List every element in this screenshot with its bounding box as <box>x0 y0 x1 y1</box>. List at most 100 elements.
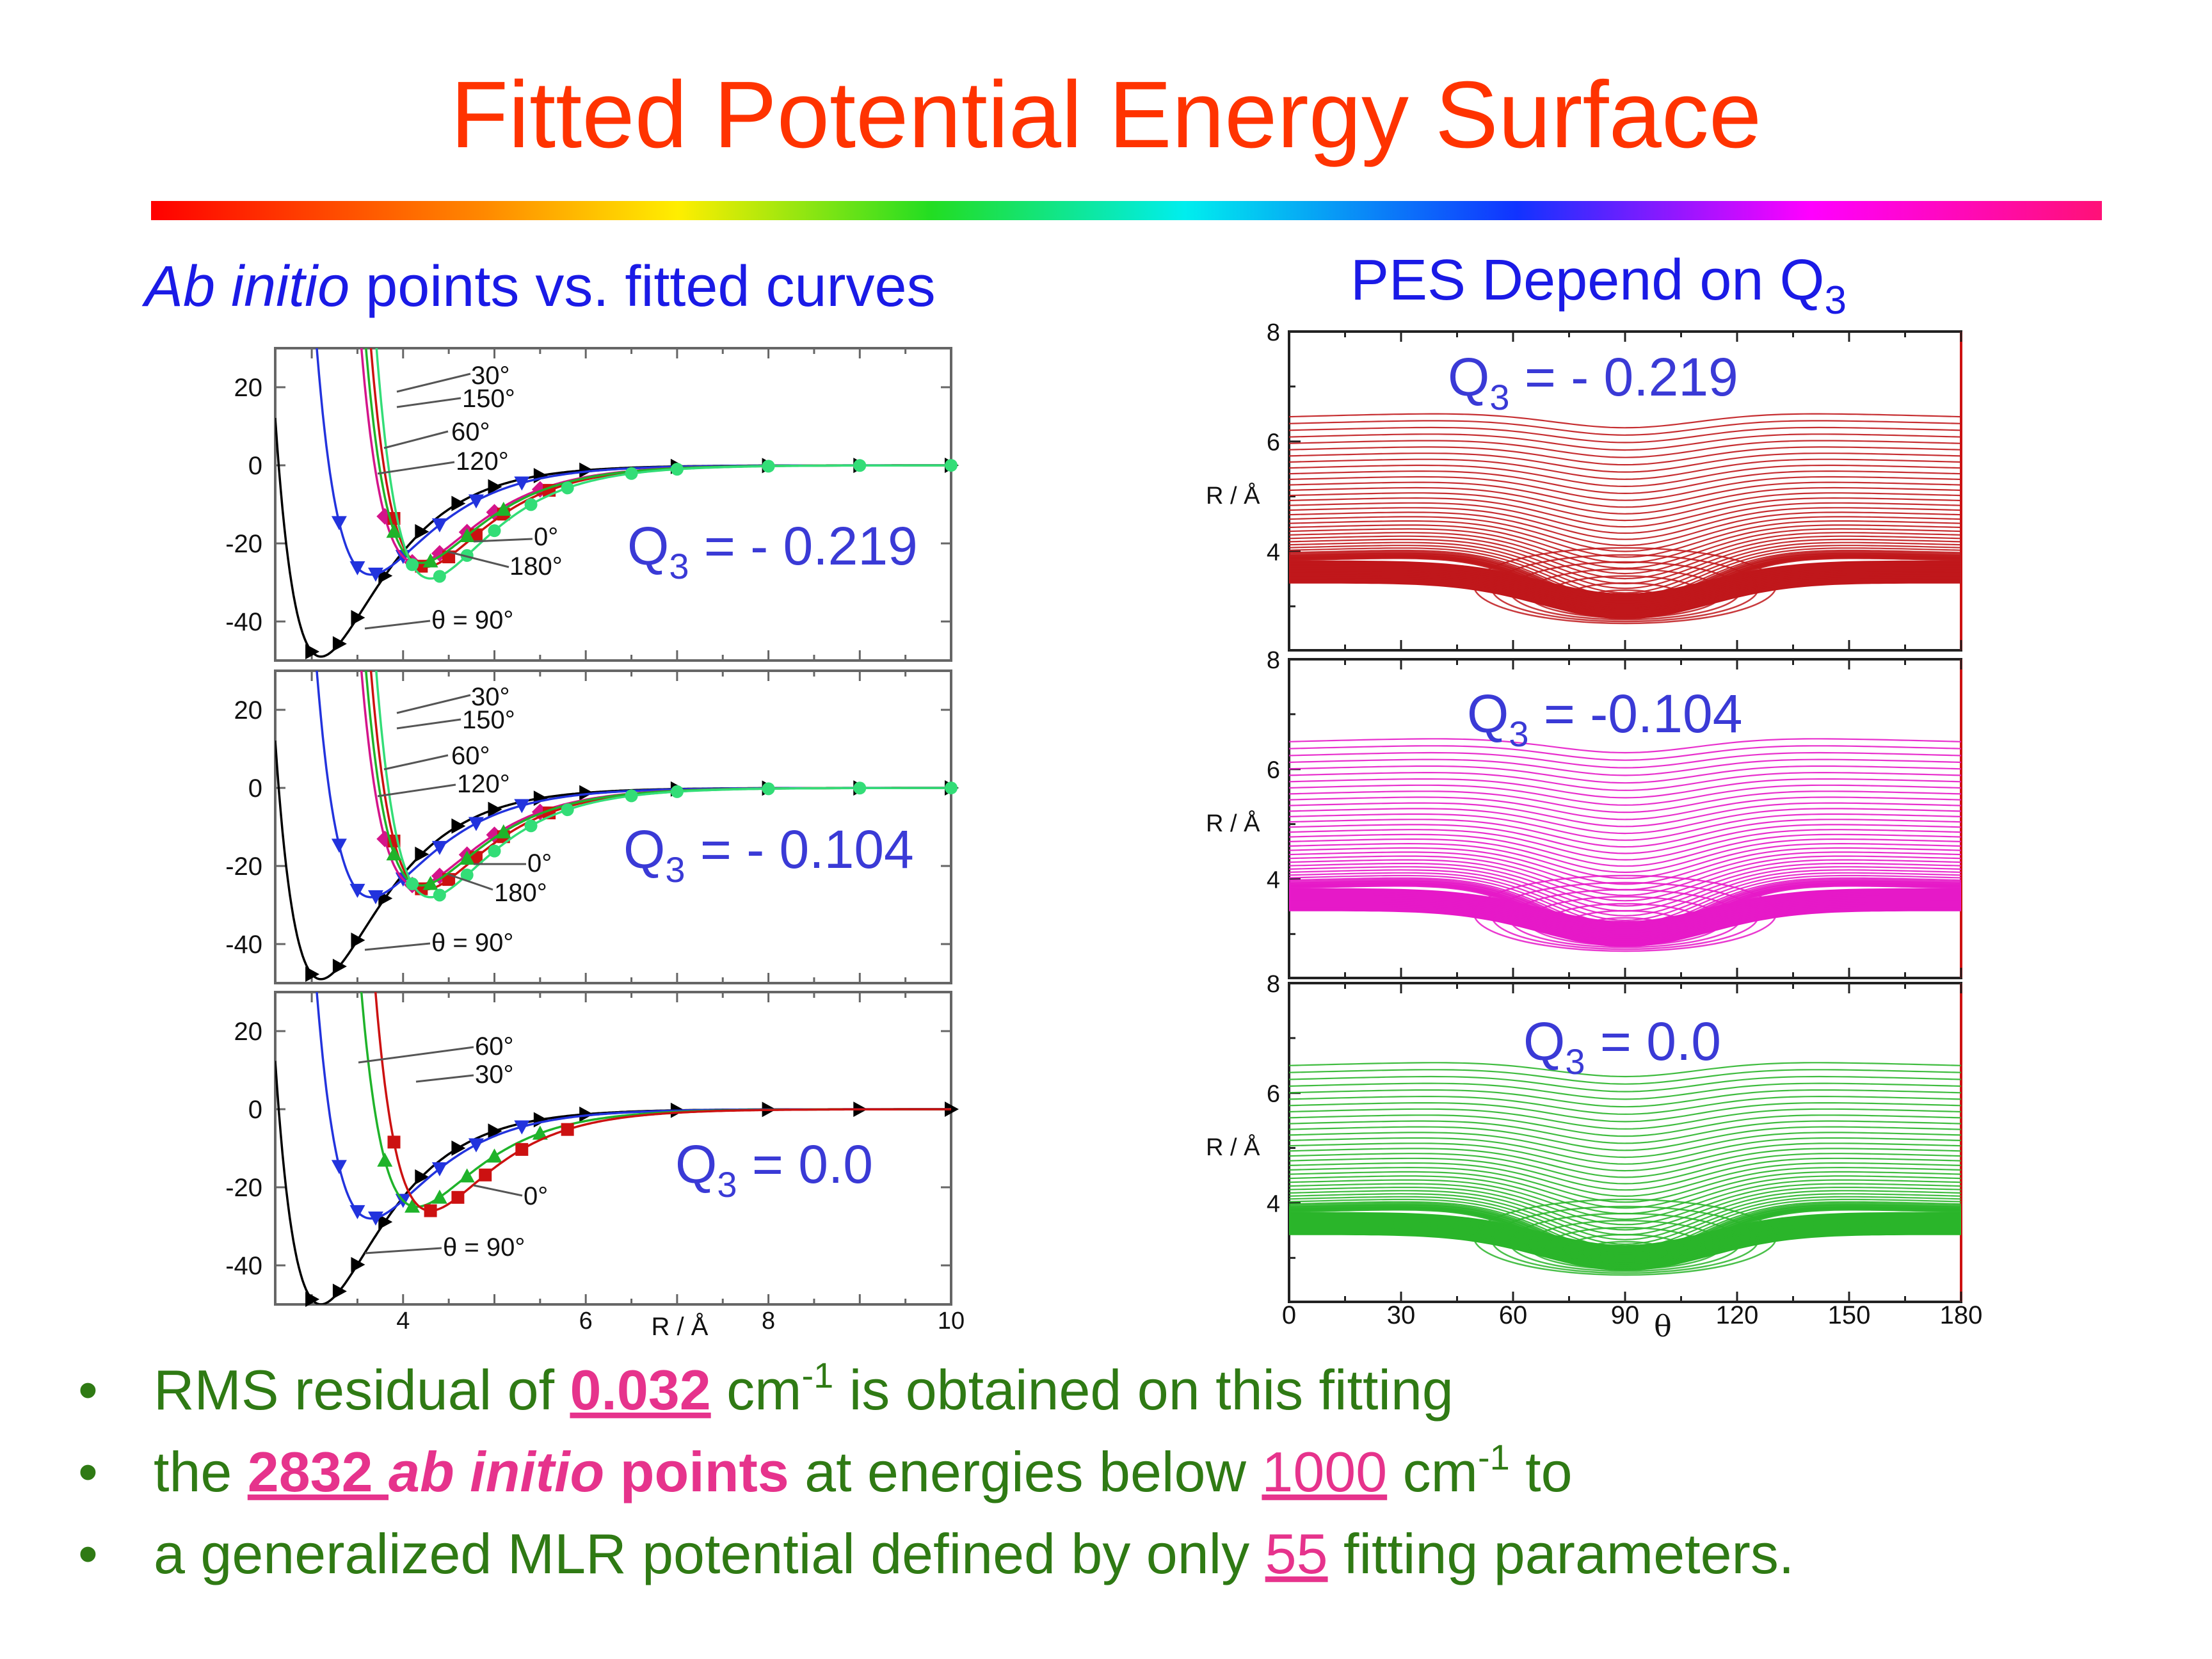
contour-line <box>1289 541 1961 589</box>
contour-line <box>1289 1120 1961 1144</box>
bullet-dot: • <box>78 1522 98 1585</box>
data-point <box>349 1205 365 1219</box>
well-contour <box>1509 1212 1742 1272</box>
contour-line <box>1289 520 1961 558</box>
data-point <box>422 876 438 890</box>
y-tick-label: 8 <box>1267 971 1280 998</box>
data-point <box>405 1198 421 1213</box>
contour-line <box>1289 1102 1961 1123</box>
data-point <box>451 818 466 834</box>
theta-tick-label: 0 <box>1282 1301 1296 1329</box>
contour-axes: 0 30 60 90 120 150 180 θ <box>1282 1301 1983 1343</box>
ann-120: 120° <box>457 770 510 798</box>
contour-line <box>1289 751 1961 769</box>
bullet-fragment: cm <box>711 1358 802 1422</box>
q3-label: Q3 = 0.0 <box>1523 1011 1721 1082</box>
bullet-dot: • <box>78 1440 98 1503</box>
q3-label-sub: 3 <box>669 546 689 586</box>
data-point <box>386 524 402 538</box>
plot-frame <box>274 991 952 1306</box>
contour-line <box>1289 1153 1961 1185</box>
contour-line <box>1289 1162 1961 1198</box>
bullet-fragment: -1 <box>1478 1437 1510 1477</box>
bullet-fragment: is obtained on this fitting <box>833 1358 1454 1422</box>
q3-label-value: = - 0.219 <box>689 516 918 576</box>
contour-line <box>1289 502 1961 534</box>
bullet-fragment: 2832 <box>248 1440 389 1503</box>
contour-line <box>1289 859 1961 902</box>
ann-90: θ = 90° <box>431 929 513 957</box>
q3-label-q: Q <box>627 516 669 576</box>
data-point <box>762 782 775 796</box>
data-point <box>433 570 446 583</box>
data-point <box>945 459 958 472</box>
bullet-fragment: at energies below <box>789 1440 1262 1503</box>
ann-0: 0° <box>534 523 558 551</box>
contour-line <box>1289 486 1961 515</box>
bullet-fragment: a generalized MLR potential defined by o… <box>154 1522 1265 1585</box>
contour-line <box>1289 765 1961 784</box>
contour-line <box>1289 1069 1961 1085</box>
data-point <box>561 481 574 495</box>
contour-line <box>1289 497 1961 528</box>
contour-line <box>1289 433 1961 451</box>
bullet-item: • the 2832 ab initio points at energies … <box>78 1437 1573 1503</box>
q3-label-sub: 3 <box>717 1164 737 1205</box>
data-point <box>431 1189 447 1204</box>
data-point <box>579 785 594 801</box>
data-point <box>670 463 684 476</box>
ann-60: 60° <box>475 1032 514 1061</box>
y-tick-label: 6 <box>1267 429 1280 456</box>
data-point <box>431 840 447 855</box>
contour-line <box>1289 1148 1961 1178</box>
q3-label-q: Q <box>675 1134 717 1194</box>
contour-line <box>1289 446 1961 466</box>
y-tick-label: 20 <box>234 374 263 402</box>
bullet-item: • a generalized MLR potential defined by… <box>78 1522 1794 1585</box>
data-point <box>305 966 320 982</box>
data-point <box>468 494 484 509</box>
bullet-fragment: fitting parameters. <box>1328 1522 1795 1585</box>
contour-line <box>1289 464 1961 488</box>
data-point <box>415 524 429 540</box>
contour-line <box>1289 1132 1961 1158</box>
data-point <box>488 524 501 538</box>
contour-line <box>1289 847 1961 885</box>
y-tick-label: -20 <box>225 853 262 881</box>
contour-line <box>1289 413 1961 429</box>
contour-line <box>1289 872 1961 922</box>
data-point <box>533 1112 548 1128</box>
contour-panel-2: 4 6 8 R / Å Q3 = 0.0 <box>1206 971 1962 1303</box>
q3-label-q: Q <box>1523 1011 1565 1071</box>
bullet-fragment: 1000 <box>1262 1440 1387 1503</box>
data-point <box>431 1162 447 1176</box>
data-point <box>367 567 383 582</box>
data-point <box>367 890 383 904</box>
data-point <box>579 1106 594 1122</box>
y-tick-label: 0 <box>248 774 262 803</box>
contour-line <box>1289 855 1961 897</box>
data-point <box>424 1204 437 1217</box>
well-contour <box>1562 582 1688 615</box>
contour-line <box>1289 1108 1961 1130</box>
data-point <box>459 851 475 865</box>
left-heading-rest: points vs. fitted curves <box>349 255 935 319</box>
contour-line <box>1289 1114 1961 1137</box>
well-contour <box>1491 554 1759 623</box>
contour-line <box>1289 1075 1961 1093</box>
contour-line <box>1289 784 1961 806</box>
data-point <box>331 1160 347 1174</box>
ann-60: 60° <box>451 418 490 446</box>
well-contour <box>1491 881 1759 950</box>
q3-label: Q3 = -0.104 <box>1467 684 1742 754</box>
series-line <box>375 671 951 899</box>
data-point <box>853 781 867 795</box>
bullet-list: • RMS residual of 0.032 cm-1 is obtained… <box>78 1355 1794 1585</box>
contour-line <box>1289 745 1961 761</box>
contour-line <box>1289 426 1961 444</box>
plot-frame <box>274 347 952 662</box>
contour-line <box>1289 1193 1961 1240</box>
well-contour <box>1527 1219 1724 1270</box>
bullet-fragment: to <box>1510 1440 1573 1503</box>
contour-line <box>1289 772 1961 791</box>
